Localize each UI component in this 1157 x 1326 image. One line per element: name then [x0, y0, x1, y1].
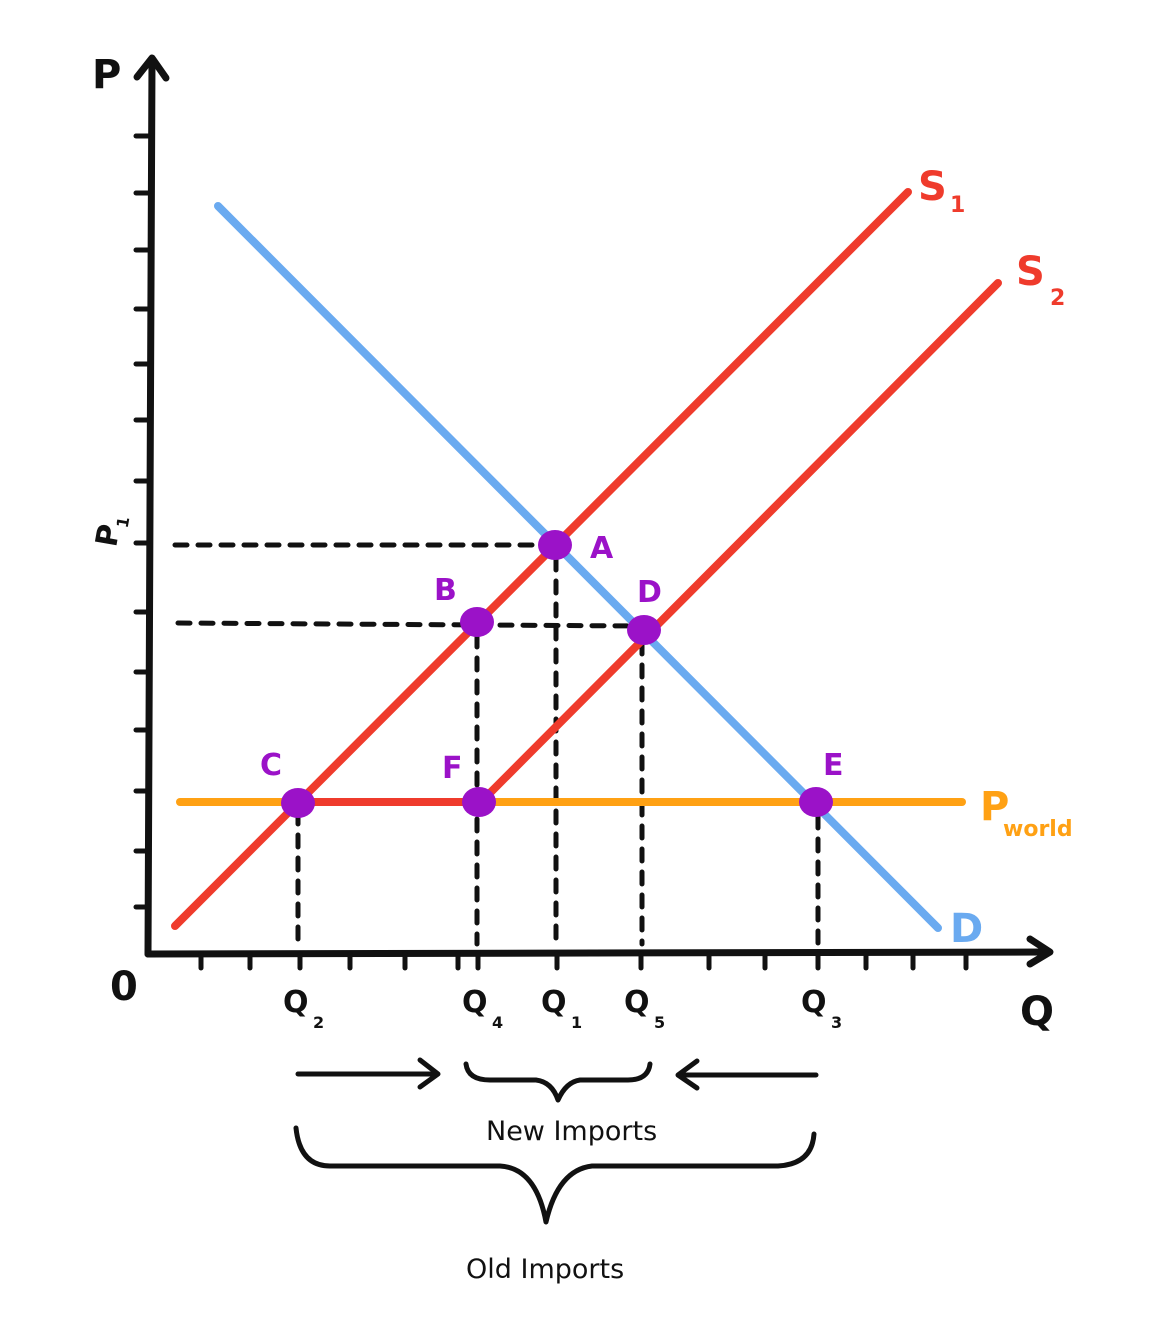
svg-text:2: 2 [313, 1013, 324, 1032]
y-axis-arrowhead [133, 54, 170, 82]
y-axis-ticks [133, 133, 151, 910]
svg-text:Q: Q [541, 985, 567, 1020]
demand-curve [214, 202, 942, 932]
x-axis-label: Q [1020, 989, 1054, 1035]
point-c-label: C [260, 748, 282, 783]
s1-label: S 1 [918, 164, 965, 218]
point-d [627, 615, 661, 645]
q3-label: Q 3 [801, 985, 842, 1032]
svg-text:P: P [980, 784, 1009, 830]
arrow-left-head [675, 1058, 700, 1091]
point-labels: A B D C F E [260, 531, 844, 786]
svg-text:Q: Q [624, 985, 650, 1020]
x-axis-arrowhead [1026, 935, 1054, 968]
import-arrows [295, 1057, 819, 1091]
demand-label: D [950, 906, 983, 952]
new-imports-brace [463, 1061, 653, 1103]
p1-label: P 1 [89, 515, 134, 549]
svg-text:Q: Q [283, 985, 309, 1020]
point-f [462, 787, 496, 817]
point-e [799, 787, 833, 817]
supply-curve-s1 [171, 188, 912, 930]
q2-label: Q 2 [283, 985, 324, 1032]
point-a [538, 530, 572, 560]
svg-text:5: 5 [654, 1013, 665, 1032]
equilibrium-points [281, 530, 833, 818]
guide-lines [172, 542, 821, 947]
q1-label: Q 1 [541, 985, 582, 1032]
q5-label: Q 5 [624, 985, 665, 1032]
pworld-label: P world [980, 784, 1073, 842]
svg-text:S: S [1016, 249, 1045, 295]
new-imports-caption: New Imports [486, 1116, 657, 1147]
svg-text:1: 1 [113, 515, 134, 529]
y-axis-label: P [92, 52, 121, 98]
old-imports-brace [293, 1125, 817, 1225]
point-d-label: D [637, 575, 662, 610]
svg-text:2: 2 [1050, 286, 1065, 311]
svg-text:Q: Q [462, 985, 488, 1020]
origin-label: 0 [110, 964, 138, 1010]
point-e-label: E [823, 748, 844, 783]
point-f-label: F [442, 751, 463, 786]
guide-b-d-price [175, 620, 643, 629]
svg-text:Q: Q [801, 985, 827, 1020]
x-axis-ticks [198, 951, 969, 971]
svg-text:1: 1 [950, 193, 965, 218]
point-b [460, 607, 494, 637]
svg-text:3: 3 [831, 1013, 842, 1032]
supply-curve-s2 [477, 279, 1002, 806]
point-c [281, 788, 315, 818]
svg-text:1: 1 [571, 1013, 582, 1032]
svg-text:world: world [1003, 817, 1073, 842]
point-b-label: B [434, 573, 457, 608]
svg-text:4: 4 [492, 1013, 503, 1032]
arrow-right-head [417, 1057, 441, 1090]
braces [293, 1061, 817, 1225]
q4-label: Q 4 [462, 985, 503, 1032]
s2-label: S 2 [1016, 249, 1065, 311]
svg-text:S: S [918, 164, 947, 210]
y-axis [144, 56, 156, 958]
old-imports-caption: Old Imports [466, 1254, 624, 1285]
point-a-label: A [590, 531, 614, 566]
